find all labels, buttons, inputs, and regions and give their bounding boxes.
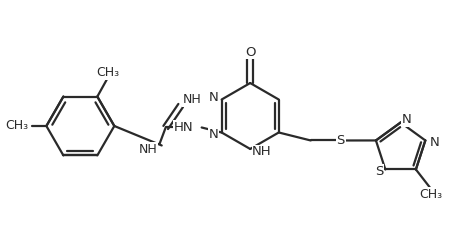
Text: CH₃: CH₃ [420, 188, 442, 201]
Text: N: N [402, 113, 411, 126]
Text: CH₃: CH₃ [96, 66, 119, 79]
Text: O: O [245, 46, 255, 59]
Text: NH: NH [182, 93, 202, 106]
Text: S: S [375, 165, 384, 178]
Text: NH: NH [139, 143, 158, 156]
Text: N: N [430, 136, 439, 149]
Text: N: N [209, 91, 219, 104]
Text: HN: HN [174, 121, 194, 134]
Text: CH₃: CH₃ [5, 119, 28, 133]
Text: S: S [337, 134, 345, 147]
Text: N: N [209, 128, 219, 141]
Text: NH: NH [252, 146, 272, 158]
